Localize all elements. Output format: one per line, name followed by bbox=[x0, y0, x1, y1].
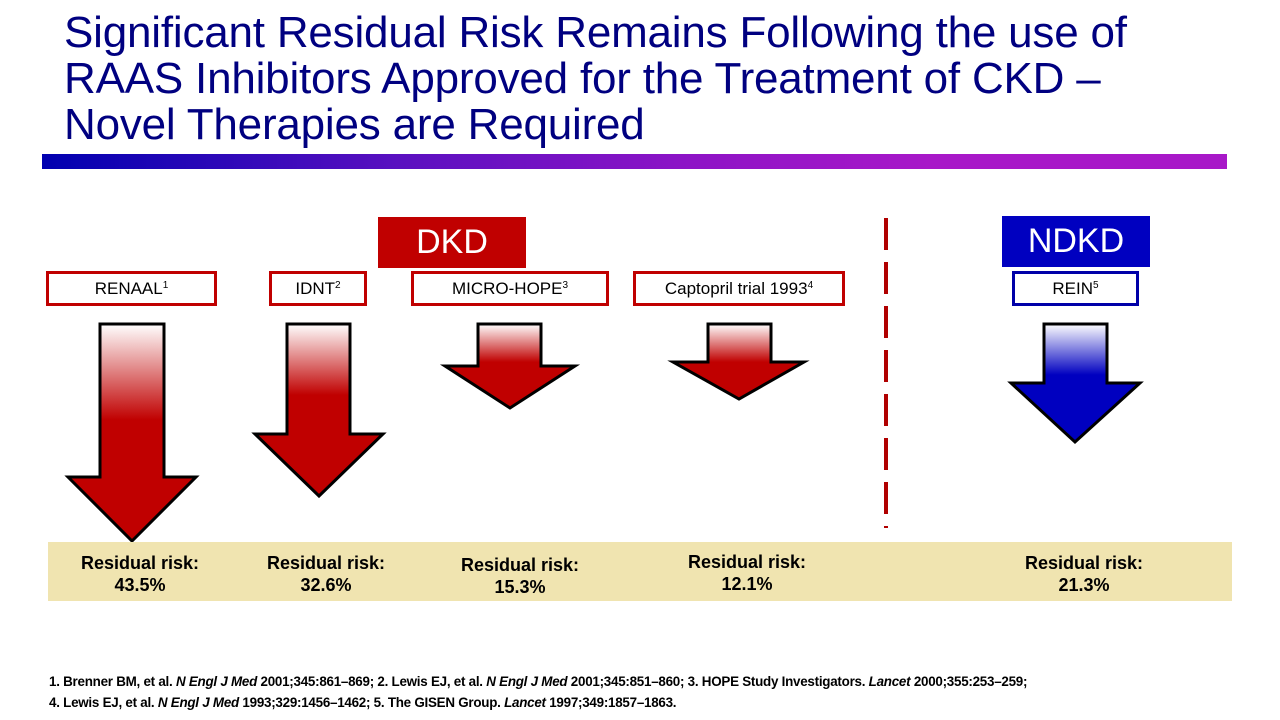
ref-journal: N Engl J Med bbox=[175, 674, 258, 689]
residual-risk-band bbox=[48, 542, 1232, 601]
risk-label: Residual risk: bbox=[1024, 553, 1144, 573]
risk-value: 15.3% bbox=[494, 577, 546, 597]
slide-title-line-3: Novel Therapies are Required bbox=[64, 100, 645, 149]
residual-risk-captopril: Residual risk: 12.1% bbox=[667, 551, 827, 595]
residual-risk-rein: Residual risk: 21.3% bbox=[1004, 552, 1164, 596]
trial-ref: 2 bbox=[335, 280, 341, 291]
down-arrow-icon-captopril bbox=[667, 322, 810, 401]
risk-value: 43.5% bbox=[114, 575, 166, 595]
ref-journal: N Engl J Med bbox=[157, 695, 239, 710]
ref-journal: Lancet bbox=[868, 674, 911, 689]
ref-text: 2001;345:861–869; 2. Lewis EJ, et al. bbox=[257, 674, 487, 689]
trial-ref: 5 bbox=[1093, 280, 1099, 291]
trial-label-captopril: Captopril trial 1993 4 bbox=[633, 271, 845, 306]
ref-text: 4. Lewis EJ, et al. bbox=[49, 695, 158, 710]
dkd-group-header: DKD bbox=[378, 217, 526, 268]
ref-text: 1993;329:1456–1462; 5. The GISEN Group. bbox=[238, 695, 505, 710]
risk-label: Residual risk: bbox=[460, 555, 580, 575]
risk-value: 32.6% bbox=[300, 575, 352, 595]
down-arrow-icon-renaal bbox=[64, 322, 200, 544]
trial-name: RENAAL bbox=[94, 278, 163, 298]
trial-name: Captopril trial 1993 bbox=[664, 278, 808, 298]
references-line-1: 1. Brenner BM, et al. N Engl J Med 2001;… bbox=[49, 671, 1269, 692]
ref-journal: N Engl J Med bbox=[486, 674, 568, 689]
down-arrow-icon-idnt bbox=[251, 322, 387, 499]
ref-text: 2000;355:253–259; bbox=[910, 674, 1028, 689]
trial-name: MICRO-HOPE bbox=[451, 278, 563, 298]
trial-ref: 1 bbox=[162, 280, 169, 291]
slide-title-line-1: Significant Residual Risk Remains Follow… bbox=[64, 8, 1127, 57]
references: 1. Brenner BM, et al. N Engl J Med 2001;… bbox=[49, 671, 1269, 713]
ref-journal: Lancet bbox=[504, 695, 546, 710]
trial-label-idnt: IDNT 2 bbox=[269, 271, 367, 306]
dkd-ndkd-dashed-divider bbox=[884, 218, 888, 528]
residual-risk-micro-hope: Residual risk: 15.3% bbox=[440, 554, 600, 598]
residual-risk-idnt: Residual risk: 32.6% bbox=[246, 552, 406, 596]
ndkd-group-header: NDKD bbox=[1002, 216, 1150, 267]
trial-ref: 3 bbox=[562, 280, 569, 291]
risk-label: Residual risk: bbox=[266, 553, 386, 573]
title-gradient-bar bbox=[42, 154, 1227, 169]
residual-risk-renaal: Residual risk: 43.5% bbox=[60, 552, 220, 596]
risk-value: 21.3% bbox=[1058, 575, 1110, 595]
trial-label-renaal: RENAAL 1 bbox=[46, 271, 217, 306]
slide-title: Significant Residual Risk Remains Follow… bbox=[64, 10, 1264, 148]
risk-label: Residual risk: bbox=[80, 553, 200, 573]
risk-label: Residual risk: bbox=[687, 552, 807, 572]
slide-title-line-2: RAAS Inhibitors Approved for the Treatme… bbox=[64, 54, 1101, 103]
trial-label-micro-hope: MICRO-HOPE 3 bbox=[411, 271, 609, 306]
ref-text: 2001;345:851–860; 3. HOPE Study Investig… bbox=[567, 674, 869, 689]
references-line-2: 4. Lewis EJ, et al. N Engl J Med 1993;32… bbox=[49, 692, 1269, 713]
down-arrow-icon-micro-hope bbox=[439, 322, 581, 410]
trial-ref: 4 bbox=[807, 280, 814, 291]
trial-label-rein: REIN 5 bbox=[1012, 271, 1139, 306]
risk-value: 12.1% bbox=[721, 574, 773, 594]
ref-text: 1997;349:1857–1863. bbox=[545, 695, 677, 710]
down-arrow-icon-rein bbox=[1007, 322, 1144, 445]
trial-name: REIN bbox=[1052, 278, 1094, 298]
trial-name: IDNT bbox=[295, 278, 336, 298]
ref-text: 1. Brenner BM, et al. bbox=[49, 674, 176, 689]
